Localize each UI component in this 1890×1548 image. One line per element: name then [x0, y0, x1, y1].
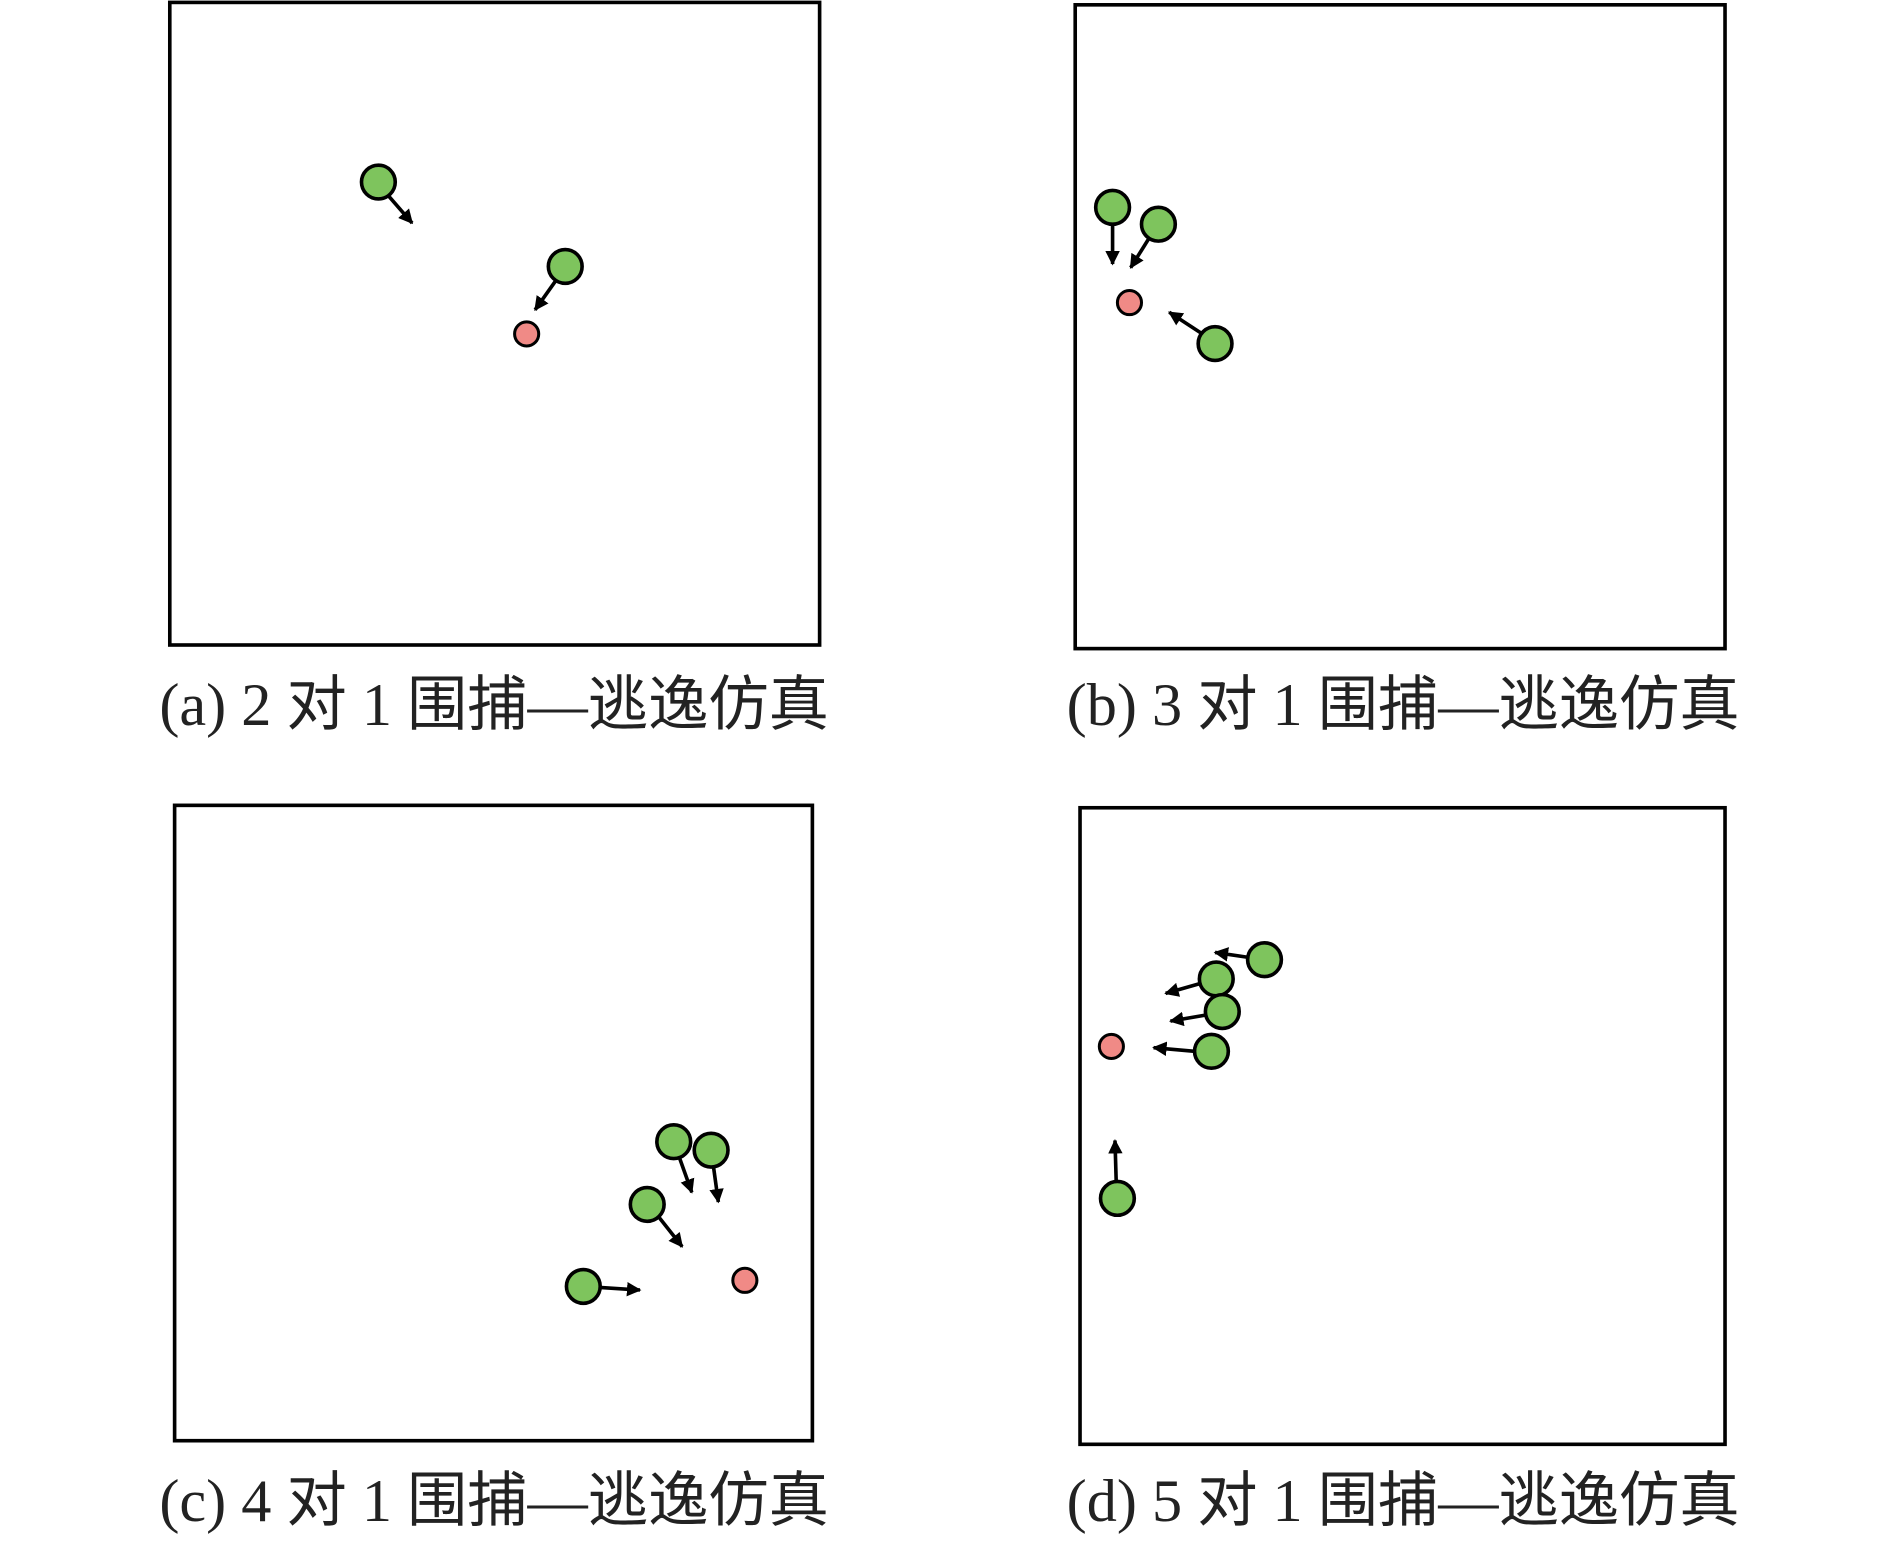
pursuer [1203, 992, 1241, 1031]
pursuer [359, 163, 398, 201]
panel-d: (d) 5 对 1 围捕—逃逸仿真 [1067, 805, 1740, 1535]
evader [731, 1266, 759, 1294]
arrow [1169, 1011, 1206, 1027]
pursuer [564, 1267, 603, 1306]
arrow [1108, 1139, 1123, 1182]
caption: (d) 5 对 1 围捕—逃逸仿真 [1067, 1468, 1740, 1535]
pursuer [692, 1131, 730, 1169]
pursuer [1196, 324, 1234, 363]
pursuer [1098, 1179, 1137, 1218]
pursuer [1192, 1032, 1231, 1070]
panel-a: (a) 2 对 1 围捕—逃逸仿真 [159, 0, 829, 739]
arena [1078, 805, 1727, 1447]
arrow [533, 279, 558, 312]
arrow [1164, 982, 1200, 997]
arrow [657, 1216, 684, 1248]
evader [1115, 289, 1144, 317]
pursuer [1139, 205, 1178, 243]
arena [1073, 3, 1727, 651]
panel-c: (c) 4 对 1 围捕—逃逸仿真 [159, 803, 829, 1535]
caption: (b) 3 对 1 围捕—逃逸仿真 [1067, 672, 1740, 739]
arrow [1152, 1041, 1195, 1057]
arena [167, 0, 822, 647]
arena [172, 803, 815, 1443]
pursuer [628, 1185, 666, 1224]
pursuer [1197, 960, 1235, 998]
arrow [678, 1157, 695, 1194]
panel-b: (b) 3 对 1 围捕—逃逸仿真 [1067, 3, 1740, 739]
pursuer [1245, 940, 1284, 979]
pursuer [1093, 188, 1132, 227]
caption: (c) 4 对 1 围捕—逃逸仿真 [159, 1468, 829, 1535]
evader [513, 320, 541, 348]
pursuer [546, 247, 584, 286]
arrow [601, 1281, 642, 1297]
arrow [709, 1166, 724, 1204]
arrow [1129, 237, 1151, 269]
arrow [1168, 310, 1202, 335]
arrow [386, 194, 414, 225]
pursuer [655, 1123, 693, 1161]
evader [1097, 1032, 1125, 1061]
arrow [1213, 947, 1248, 962]
caption: (a) 2 对 1 围捕—逃逸仿真 [159, 672, 829, 739]
